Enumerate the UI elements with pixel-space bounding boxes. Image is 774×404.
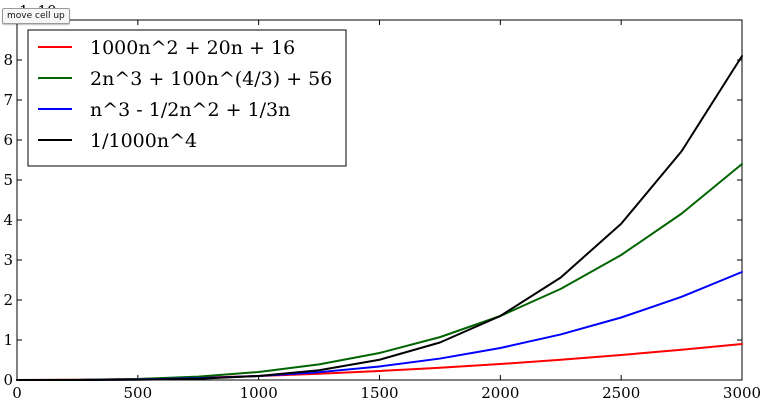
y-tick-label: 6 xyxy=(3,131,13,149)
legend-label: 1/1000n^4 xyxy=(90,130,197,152)
x-tick-label: 1000 xyxy=(240,384,278,400)
legend-label: n^3 - 1/2n^2 + 1/3n xyxy=(90,99,290,121)
legend-label: 1000n^2 + 20n + 16 xyxy=(90,37,295,59)
legend-label: 2n^3 + 100n^(4/3) + 56 xyxy=(90,68,332,90)
y-tick-label: 3 xyxy=(3,251,13,269)
x-tick-label: 3000 xyxy=(723,384,761,400)
y-tick-label: 8 xyxy=(3,51,13,69)
y-tick-label: 4 xyxy=(3,211,13,229)
y-tick-label: 1 xyxy=(3,331,13,349)
x-tick-label: 1500 xyxy=(360,384,398,400)
x-tick-label: 2000 xyxy=(481,384,519,400)
x-tick-label: 2500 xyxy=(602,384,640,400)
move-cell-up-tooltip: move cell up xyxy=(2,8,70,24)
y-tick-label: 2 xyxy=(3,291,13,309)
series-line-3 xyxy=(16,55,743,381)
x-tick-label: 0 xyxy=(12,384,22,400)
y-tick-label: 5 xyxy=(3,171,13,189)
legend-box xyxy=(27,29,347,167)
y-tick-label: 0 xyxy=(3,371,13,389)
x-tick-label: 500 xyxy=(124,384,153,400)
y-tick-label: 7 xyxy=(3,91,13,109)
